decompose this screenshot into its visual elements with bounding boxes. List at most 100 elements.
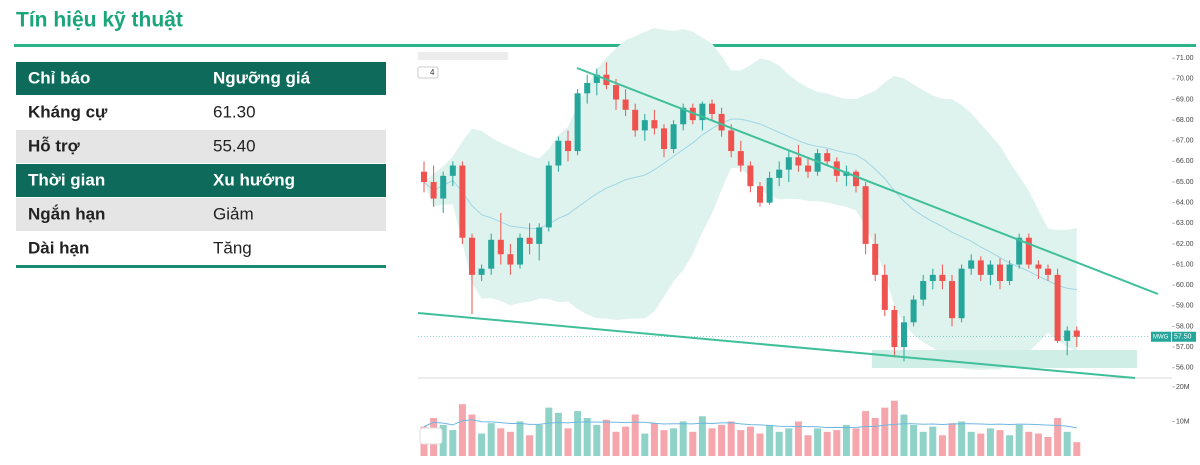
candle-body — [593, 74, 600, 84]
table-cell: 55.40 — [213, 136, 256, 155]
candle-body — [968, 260, 975, 269]
table-row — [16, 130, 386, 163]
volume-bar — [1054, 418, 1062, 456]
candle-body — [699, 103, 706, 121]
candle-body — [1054, 274, 1061, 341]
candle-body — [641, 120, 648, 131]
support-trendline — [417, 312, 1136, 379]
candle-body — [1045, 268, 1051, 275]
candle-body — [920, 281, 927, 300]
y-tick-label: 56.00 — [1176, 365, 1194, 372]
candle-body — [632, 109, 639, 131]
candle-body — [872, 243, 879, 275]
candle-body — [785, 157, 792, 170]
candle-body — [737, 151, 744, 166]
table-cell: Dài hạn — [28, 238, 89, 257]
volume-bar — [698, 416, 706, 456]
candle-body — [881, 274, 888, 310]
volume-bar — [862, 411, 870, 456]
volume-bar — [564, 428, 572, 456]
table-header-row — [16, 164, 386, 197]
candle-body — [939, 274, 946, 282]
candle-body — [517, 237, 523, 265]
volume-bar — [526, 435, 534, 456]
candle-body — [795, 157, 802, 166]
volume-bar — [958, 421, 966, 456]
candle-body — [776, 169, 783, 178]
table-cell: 61.30 — [213, 102, 256, 121]
candle-body — [1035, 264, 1042, 269]
volume-bar — [852, 428, 860, 456]
table-row — [16, 198, 386, 231]
volume-bar — [574, 411, 582, 456]
volume-bar — [833, 430, 841, 456]
candle-body — [728, 130, 735, 152]
table-header-cell: Thời gian — [28, 170, 105, 189]
volume-bar — [689, 431, 697, 456]
y-tick-label: 59.00 — [1176, 303, 1194, 310]
volume-bar — [622, 426, 630, 456]
y-tick-label: 71.00 — [1176, 55, 1194, 62]
volume-bar — [929, 426, 937, 456]
candle-body — [661, 128, 667, 150]
volume-bar — [545, 407, 553, 456]
candle-body — [449, 165, 456, 176]
chart-header-blur — [418, 52, 508, 60]
volume-bar — [919, 431, 927, 456]
volume-bar — [1015, 424, 1023, 456]
volume-bar — [823, 431, 831, 456]
y-tick-label: 65.00 — [1176, 179, 1194, 186]
volume-bar — [612, 431, 620, 456]
support-zone — [872, 350, 1137, 368]
volume-bar — [718, 424, 726, 456]
candle-body — [929, 274, 936, 282]
candle-body — [651, 120, 658, 129]
volume-bar — [516, 421, 524, 456]
volume-bar — [458, 404, 466, 456]
candle-body — [766, 177, 773, 203]
y-tick-label: 64.00 — [1176, 199, 1194, 206]
resistance-trendline — [576, 67, 1159, 295]
volume-bar — [631, 414, 639, 456]
candle-body — [574, 93, 581, 152]
volume-bar — [804, 435, 812, 456]
toolbar-chip — [417, 66, 439, 79]
candle-body — [488, 239, 495, 269]
candle-body — [670, 124, 677, 150]
volume-bar — [641, 433, 649, 456]
volume-bar — [1044, 437, 1052, 456]
volume-bar — [593, 424, 601, 456]
volume-bar — [660, 430, 668, 456]
candle-body — [910, 299, 917, 323]
candle-body — [497, 239, 504, 255]
symbol-tag — [1151, 331, 1171, 342]
table-bottom-rule — [16, 265, 386, 268]
moving-average — [423, 118, 1077, 291]
volume-bar — [842, 424, 850, 456]
candle-body — [987, 264, 994, 275]
volume-bar — [986, 428, 994, 456]
volume-bar — [746, 426, 754, 456]
candle-body — [901, 322, 907, 348]
y-tick-label: 66.00 — [1176, 158, 1194, 165]
volume-bar — [487, 423, 495, 456]
volume-bar — [449, 430, 457, 456]
candle-body — [958, 268, 965, 319]
volume-bar — [1025, 431, 1033, 456]
table-row — [16, 96, 386, 129]
table-cell: Kháng cự — [28, 102, 108, 121]
candle-body — [622, 99, 629, 110]
volume-bar — [602, 419, 610, 456]
volume-bar — [766, 424, 774, 456]
candle-body — [805, 165, 811, 172]
candle-body — [421, 171, 427, 183]
candle-body — [469, 237, 475, 275]
volume-bar — [910, 424, 918, 456]
volume-tick-label: 10M — [1176, 418, 1190, 425]
volume-bar — [881, 407, 889, 456]
volume-bar — [977, 433, 985, 456]
y-tick-label: 58.00 — [1176, 323, 1194, 330]
candle-body — [977, 260, 984, 275]
y-tick-label: 62.00 — [1176, 241, 1194, 248]
